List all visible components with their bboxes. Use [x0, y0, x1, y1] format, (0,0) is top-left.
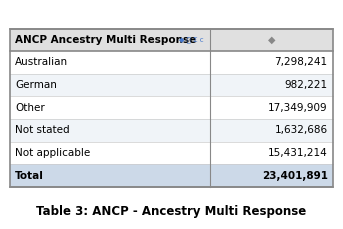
Text: ◆ ⓘ Σ c: ◆ ⓘ Σ c: [179, 37, 203, 43]
Bar: [10, 74, 333, 96]
Text: Not applicable: Not applicable: [15, 148, 91, 158]
Bar: [10, 164, 333, 187]
Bar: [10, 51, 333, 74]
Text: Not stated: Not stated: [15, 125, 70, 135]
Text: Other: Other: [15, 103, 45, 113]
Bar: [10, 29, 333, 187]
Text: Australian: Australian: [15, 57, 69, 68]
Text: 982,221: 982,221: [285, 80, 328, 90]
Text: Total: Total: [15, 171, 44, 181]
Bar: [10, 96, 333, 119]
Text: German: German: [15, 80, 57, 90]
Text: 17,349,909: 17,349,909: [268, 103, 328, 113]
Text: ANCP Ancestry Multi Response: ANCP Ancestry Multi Response: [15, 35, 197, 45]
Text: 23,401,891: 23,401,891: [262, 171, 328, 181]
Text: ◆: ◆: [268, 35, 275, 45]
Bar: [10, 29, 333, 51]
Text: 15,431,214: 15,431,214: [268, 148, 328, 158]
Text: 1,632,686: 1,632,686: [274, 125, 328, 135]
Text: Table 3: ANCP - Ancestry Multi Response: Table 3: ANCP - Ancestry Multi Response: [36, 205, 307, 218]
Text: 7,298,241: 7,298,241: [274, 57, 328, 68]
Bar: [10, 119, 333, 142]
Bar: [10, 142, 333, 164]
